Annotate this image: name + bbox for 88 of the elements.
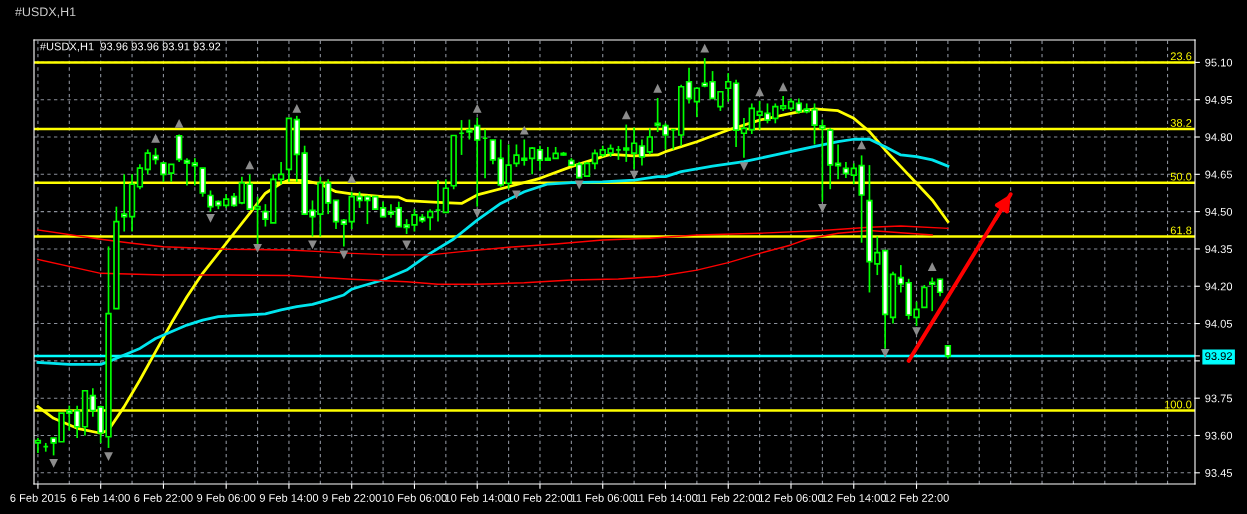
annotation: 100.0 [1164,400,1192,409]
y-tick-label: 94.20 [1205,282,1233,291]
y-tick-label: 94.35 [1205,245,1233,254]
point [700,43,710,53]
point [778,82,788,92]
candlestick [332,199,340,230]
y-tick-label: 93.75 [1205,394,1233,403]
candlestick [638,138,646,167]
y-tick-label: 94.05 [1205,319,1233,328]
x-tick-label: 9 Feb 06:00 [197,493,256,502]
line-series [37,229,933,285]
candlestick [685,67,693,105]
candlestick [630,126,638,171]
point [817,204,827,213]
annotation: 50.0 [1170,172,1192,181]
x-tick-label: 9 Feb 14:00 [259,493,319,502]
point [245,160,255,170]
candlestick [426,208,434,232]
point [739,162,749,171]
candlestick [623,123,630,163]
line-series [37,225,949,256]
point [253,244,262,253]
point [755,87,765,97]
x-tick-label: 6 Feb 22:00 [134,493,193,502]
candlestick [340,218,348,248]
candlestick [725,72,732,103]
y-tick-label: 94.80 [1205,133,1233,142]
point [347,173,357,183]
x-tick-label: 6 Feb 14:00 [71,493,130,502]
candlestick [489,138,497,166]
annotation: 61.8 [1170,226,1192,235]
point [912,327,921,336]
point [621,110,631,120]
annotation: 23.6 [1170,52,1192,61]
chart-subtitle: #USDX,H1 93.96 93.96 93.91 93.92 [39,42,221,52]
point [104,452,113,462]
candlestick [536,144,544,172]
y-tick-label: 94.65 [1205,170,1233,179]
point [151,133,160,143]
point [292,104,302,113]
x-tick-label: 12 Feb 22:00 [884,493,949,502]
annotation: 38.2 [1170,118,1192,127]
candlestick [73,404,81,439]
x-tick-label: 10 Feb 14:00 [445,493,510,502]
point [880,349,890,358]
point [49,458,58,468]
chart-title: #USDX,H1 [15,7,76,18]
x-tick-label: 11 Feb 14:00 [634,493,698,502]
y-tick-label: 94.95 [1205,95,1233,104]
candlestick [591,148,599,171]
y-tick-label: 93.60 [1205,431,1233,440]
y-tick-label: 93.45 [1205,469,1233,477]
candlestick [693,86,701,118]
point [472,208,482,218]
x-tick-label: 11 Feb 22:00 [696,493,761,502]
point [339,250,349,260]
x-tick-label: 6 Feb 2015 [10,493,66,502]
y-tick-label: 93.92 [1205,352,1232,361]
x-tick-label: 11 Feb 06:00 [571,493,635,502]
point [857,140,866,150]
point [653,83,663,93]
x-tick-label: 10 Feb 22:00 [508,493,573,502]
candlestick [175,133,183,163]
candlestick [646,127,653,156]
candlestick [191,157,199,187]
x-tick-label: 10 Feb 06:00 [382,493,447,502]
candlestick [277,161,285,186]
candlestick [921,284,928,309]
point [402,240,412,250]
point [519,125,529,135]
candlestick [121,173,128,233]
candlestick [740,117,748,159]
point [472,104,482,113]
x-tick-label: 9 Feb 22:00 [322,493,381,502]
point [629,170,639,180]
candlestick [238,175,246,206]
candlestick [929,276,936,312]
candlestick [136,163,144,191]
point [927,262,937,271]
y-tick-label: 95.10 [1205,58,1233,67]
point [206,213,215,223]
candlestick [528,146,536,176]
candlestick [183,157,191,187]
line-series [36,137,950,366]
x-tick-label: 12 Feb 06:00 [759,493,824,502]
point [174,118,184,128]
point [574,180,584,190]
y-tick-label: 94.50 [1205,207,1233,216]
